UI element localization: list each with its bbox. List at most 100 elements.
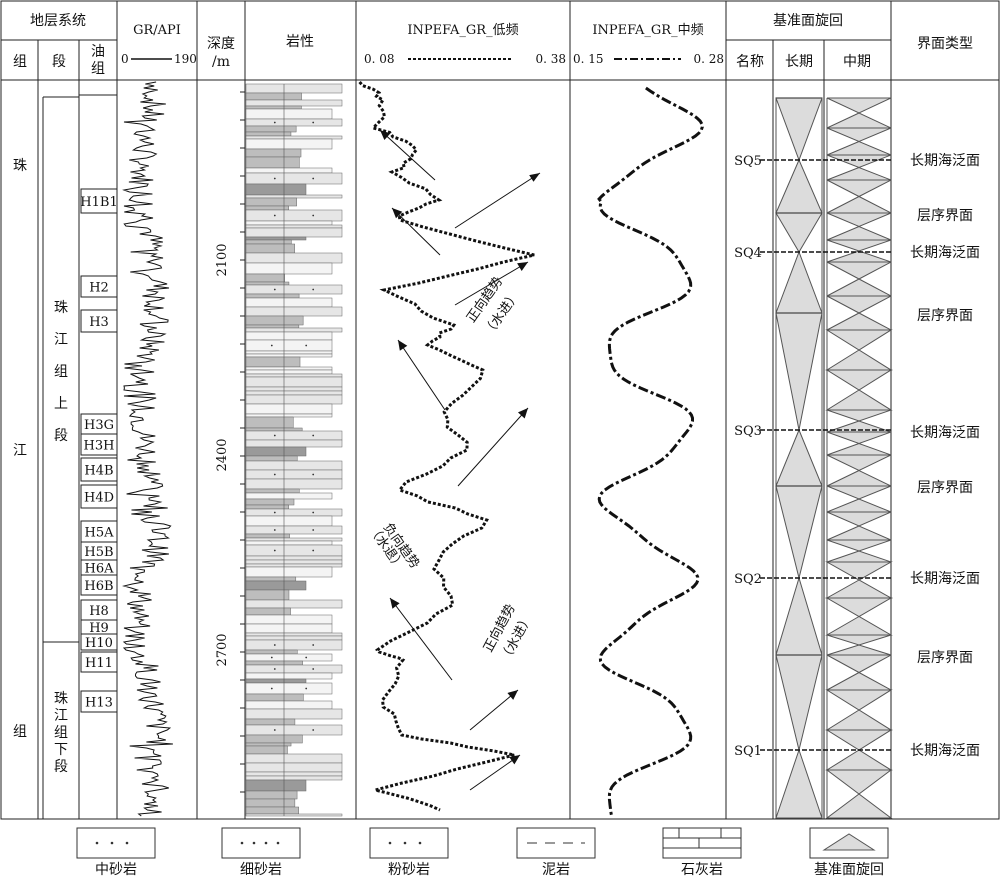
base-level-cycles: SQ5SQ4SQ3SQ2SQ1长期海泛面层序界面长期海泛面层序界面长期海泛面层序… [734,97,980,819]
oil-group-label: H6A [85,562,115,577]
lith-dot [312,177,315,180]
member-upper-char: 珠 [54,300,68,316]
lith-dot [305,656,308,659]
med-cycle-fall [826,127,892,143]
header-mid-min: 0. 15 [573,52,604,66]
lith-bed [245,167,333,174]
header-cycle: 基准面旋回 [773,12,843,29]
legend-swatch [76,827,156,859]
oil-group-label: H5B [84,545,113,560]
member-lower-char: 段 [54,759,68,775]
long-cycle-rise [775,748,823,819]
interface-label: 层序界面 [917,308,973,324]
legend-triangle [822,833,876,851]
interface-label: 层序界面 [917,480,973,496]
lith-bed [245,762,343,773]
lith-bed [245,813,343,817]
inpefa-mid-curve [597,86,704,818]
med-cycle-rise [826,469,892,487]
lith-bed [245,92,302,101]
lith-bed [245,700,333,710]
lith-bed [245,339,333,352]
lith-bed [245,492,333,500]
long-cycle-fall [775,312,823,431]
lith-bed [245,537,343,542]
lith-dot [312,511,315,514]
med-cycle-fall [826,212,892,228]
med-cycle-fall [825,729,893,751]
lith-bed [245,353,333,358]
lith-dot [273,288,276,291]
legend-dot [95,841,99,845]
sequence-label: SQ3 [734,424,762,439]
med-cycle-rise [826,442,892,456]
lith-dot [273,473,276,476]
med-cycle-fall [826,261,892,280]
long-cycle-fall [775,485,823,579]
legend-dot [418,841,422,845]
lith-bed [245,135,343,140]
oil-group-label: H11 [85,656,113,671]
lith-dot [312,549,315,552]
legend-label: 泥岩 [542,862,570,878]
lith-bed [245,373,343,378]
med-cycle-fall [826,485,892,500]
lith-bed [245,798,296,808]
trend-arrow [397,339,446,411]
lith-dot [273,549,276,552]
oil-group-box [80,574,118,596]
lith-dot [270,344,273,347]
lith-bed [245,156,300,169]
lith-bed [245,635,343,641]
long-cycle-rise [775,576,823,656]
lith-bed [245,488,300,494]
med-cycle-fall [826,431,892,445]
med-cycle-rise [826,140,892,156]
lith-bed [245,224,343,229]
trend-arrow [457,407,529,487]
lith-bed [245,515,333,527]
lith-bed [245,504,290,510]
oil-group-box [80,651,118,673]
med-cycle-fall [826,511,892,527]
lith-dot [312,668,315,670]
lith-bed [245,478,343,490]
med-cycle-fall [826,634,892,646]
lith-bed [245,599,343,609]
legend-label: 细砂岩 [240,862,282,878]
header-lith: 岩性 [286,34,314,50]
lith-bed [245,678,307,684]
lith-bed [245,555,343,561]
lith-bed [245,745,288,755]
lith-dot [270,656,273,659]
lith-bed [245,118,343,127]
long-cycle-rise [775,428,823,487]
header-medium: 中期 [843,54,871,70]
lith-dot [312,529,315,531]
lith-dot [312,434,315,437]
lith-bed [245,753,343,764]
med-cycle-rise [826,166,892,181]
lith-bed [245,331,333,341]
med-cycle-fall [825,597,893,618]
lith-bed [245,83,343,94]
med-cycle-rise [825,793,893,819]
lith-bed [245,99,343,107]
member-lower-char: 江 [54,708,68,724]
oil-group-box [80,457,118,482]
interface-label: 层序界面 [917,650,973,666]
lith-bed [245,416,294,429]
oil-group-box [80,275,118,298]
lith-bed [245,297,333,308]
lith-bed [245,239,292,245]
legend-dot [240,841,244,845]
legend-dot [276,841,280,845]
med-cycle-rise [825,349,893,371]
lith-bed [245,660,303,666]
lith-dot [273,121,276,124]
lith-bed [245,498,295,506]
lith-dot [312,214,315,217]
oil-group-box [80,309,118,333]
sequence-label: SQ5 [734,154,762,169]
lith-bed [245,559,343,565]
